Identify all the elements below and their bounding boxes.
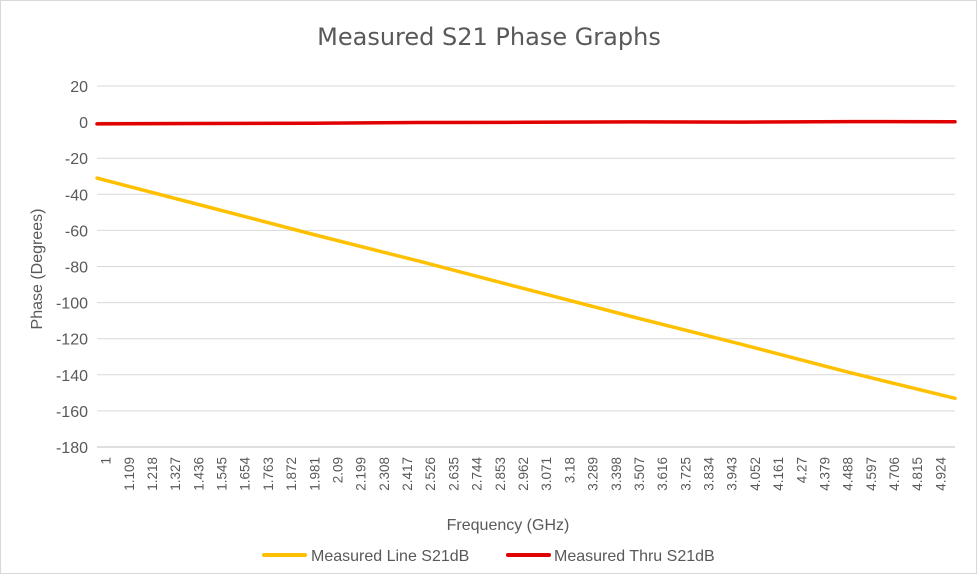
- x-tick-label: 2.417: [400, 457, 415, 491]
- x-tick-label: 4.924: [933, 457, 948, 491]
- x-tick-label: 2.853: [493, 457, 508, 491]
- series-lines: [95, 119, 957, 401]
- x-tick-label: 3.834: [702, 457, 717, 491]
- x-tick-label: 1: [99, 457, 114, 465]
- y-tick-label: -60: [65, 223, 88, 240]
- x-tick-label: 2.635: [446, 457, 461, 491]
- x-axis-ticks: 1 1.109 1.218 1.327 1.436 1.545 1.654 1.763 1.87…: [99, 457, 949, 491]
- y-tick-label: -140: [56, 368, 88, 385]
- y-tick-label: -20: [65, 151, 88, 168]
- y-tick-label: -180: [56, 440, 88, 457]
- y-tick-label: -100: [56, 296, 88, 313]
- x-tick-label: 3.18: [562, 457, 577, 483]
- x-tick-label: 1.654: [238, 457, 253, 491]
- x-tick-label: 3.071: [539, 457, 554, 491]
- x-tick-label: 4.597: [864, 457, 879, 491]
- grid-lines: [97, 85, 955, 448]
- x-tick-label: 3.725: [678, 457, 693, 491]
- x-tick-label: 4.161: [771, 457, 786, 491]
- x-tick-label: 4.706: [887, 457, 902, 491]
- x-tick-label: 4.379: [817, 457, 832, 491]
- x-tick-label: 1.218: [145, 457, 160, 491]
- x-tick-label: 3.507: [632, 457, 647, 491]
- x-tick-label: 4.488: [841, 457, 856, 491]
- x-tick-label: 1.545: [215, 457, 230, 491]
- x-tick-label: 3.616: [655, 457, 670, 491]
- y-tick-label: 20: [70, 79, 88, 96]
- x-tick-label: 3.289: [586, 457, 601, 491]
- x-tick-label: 1.763: [261, 457, 276, 491]
- y-tick-label: -160: [56, 404, 88, 421]
- x-tick-label: 1.981: [307, 457, 322, 491]
- x-tick-label: 4.27: [794, 457, 809, 483]
- x-tick-label: 2.199: [354, 457, 369, 491]
- x-tick-label: 2.308: [377, 457, 392, 491]
- x-tick-label: 1.872: [284, 457, 299, 491]
- legend-label-1: Measured Thru S21dB: [554, 548, 715, 565]
- x-tick-label: 3.398: [609, 457, 624, 491]
- x-tick-label: 2.962: [516, 457, 531, 491]
- x-tick-label: 2.09: [330, 457, 345, 483]
- x-tick-label: 3.943: [725, 457, 740, 491]
- x-tick-label: 1.436: [191, 457, 206, 491]
- x-tick-label: 4.815: [910, 457, 925, 491]
- legend-label-0: Measured Line S21dB: [311, 548, 469, 565]
- y-tick-label: -80: [65, 260, 88, 277]
- series-line-0: [95, 176, 957, 401]
- y-tick-label: 0: [79, 115, 88, 132]
- x-tick-label: 2.526: [423, 457, 438, 491]
- series-line-1: [95, 119, 957, 126]
- y-axis-ticks: 20 0 -20 -40 -60 -80 -100 -120 -140 -160 -180: [56, 79, 88, 457]
- x-tick-label: 1.327: [168, 457, 183, 491]
- y-tick-label: -120: [56, 332, 88, 349]
- legend: Measured Line S21dB Measured Thru S21dB: [262, 548, 715, 565]
- x-axis-label: Frequency (GHz): [447, 517, 570, 534]
- x-tick-label: 1.109: [122, 457, 137, 491]
- x-tick-label: 4.052: [748, 457, 763, 491]
- y-tick-label: -40: [65, 187, 88, 204]
- y-axis-label: Phase (Degrees): [29, 209, 46, 330]
- chart-title: Measured S21 Phase Graphs: [317, 23, 661, 51]
- x-tick-label: 2.744: [470, 457, 485, 491]
